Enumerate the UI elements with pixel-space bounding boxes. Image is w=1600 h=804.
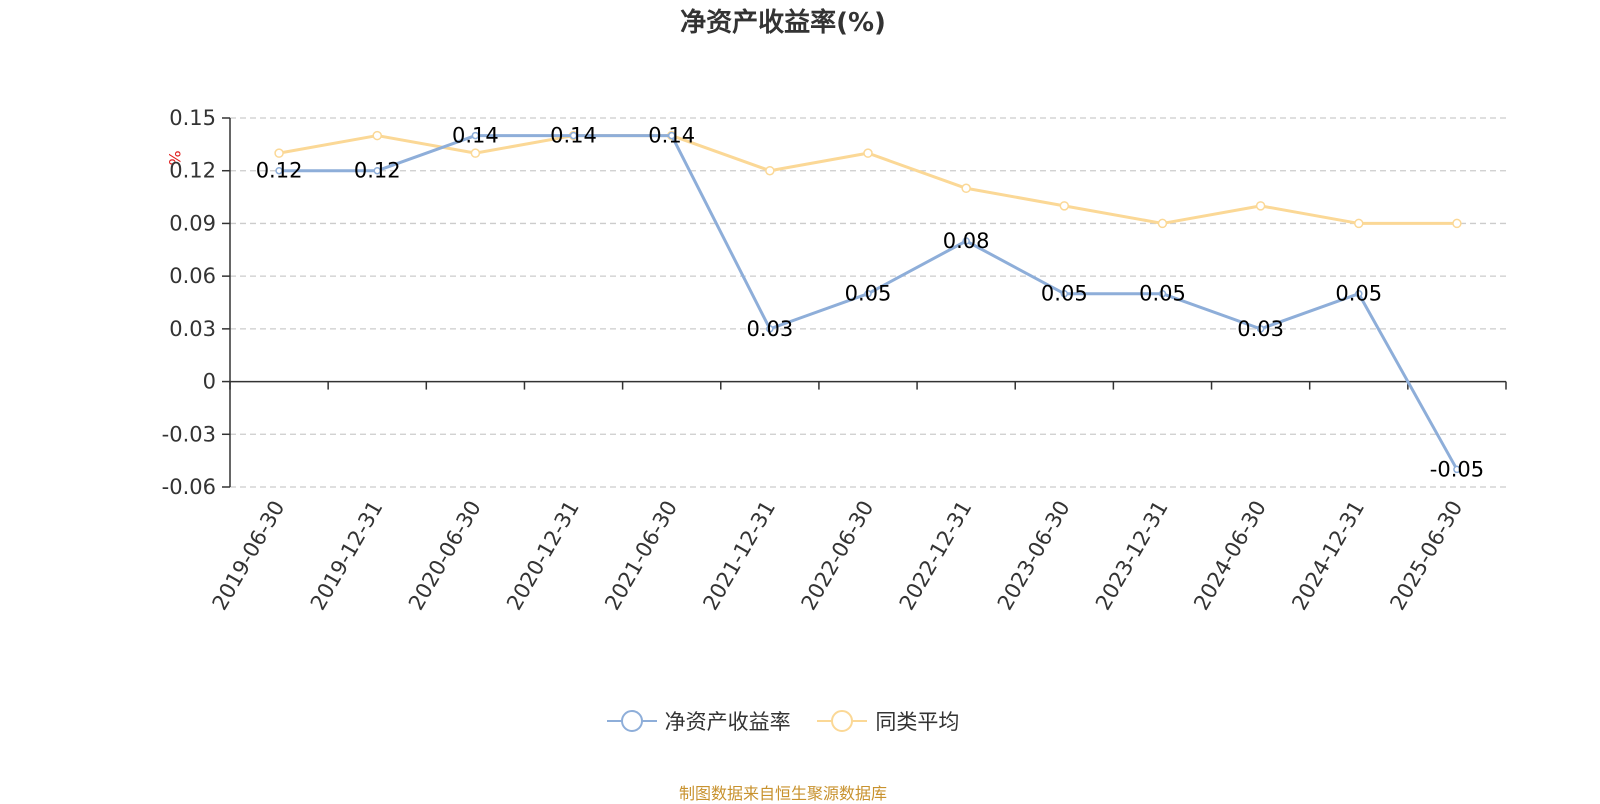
point-roe	[471, 131, 480, 140]
x-tick-label: 2024-12-31	[1287, 497, 1369, 615]
point-peer-average	[470, 148, 481, 158]
point-peer-average	[1452, 218, 1462, 229]
point-roe	[275, 166, 283, 175]
legend-item-roe[interactable]: 净资产收益率	[606, 706, 791, 736]
x-tick-label: 2025-06-30	[1385, 497, 1467, 615]
x-tick-label: 2023-06-30	[993, 497, 1075, 615]
grid-lines	[230, 117, 1506, 488]
point-peer-average	[1354, 218, 1364, 229]
data-label-roe: 0.05	[845, 282, 892, 306]
point-roe	[1453, 465, 1461, 474]
y-axis-ticks: 0.15 0.12 0.09 0.06 0.03 0 -0.03 -0.06	[162, 106, 230, 499]
y-tick-label: 0.03	[169, 317, 216, 341]
data-label-roe: 0.03	[746, 317, 793, 341]
point-peer-average	[863, 148, 873, 158]
x-tick-label: 2021-12-31	[698, 497, 780, 615]
data-label-roe: 0.05	[1335, 282, 1382, 306]
x-tick-label: 2020-12-31	[502, 497, 584, 615]
data-label-roe: 0.14	[550, 124, 597, 148]
y-axis-unit-label: %	[165, 150, 184, 165]
point-roe	[766, 325, 774, 333]
point-roe	[569, 131, 578, 140]
data-label-roe: 0.12	[354, 159, 401, 183]
point-peer-average	[1157, 218, 1168, 229]
point-peer-average	[765, 165, 775, 176]
x-tick-label: 2019-06-30	[208, 497, 290, 615]
series-group	[274, 130, 1462, 474]
y-tick-label: 0.06	[169, 264, 216, 288]
y-tick-label: -0.03	[162, 422, 216, 446]
x-tick-label: 2020-06-30	[404, 497, 486, 615]
data-label-roe: 0.08	[943, 229, 990, 253]
x-tick-label: 2022-12-31	[895, 496, 977, 614]
data-label-roe: 0.14	[452, 124, 499, 148]
data-labels: 0.12 0.12 0.14 0.14 0.14 0.03 0.05 0.08 0.05 0.05…	[256, 124, 1484, 482]
chart-title: 净资产收益率(%)	[680, 8, 886, 38]
data-label-roe: 0.05	[1041, 282, 1088, 306]
data-label-roe: 0.03	[1237, 317, 1284, 341]
point-roe	[1355, 289, 1363, 298]
y-tick-label: -0.06	[162, 475, 216, 499]
point-roe	[1256, 325, 1265, 333]
x-axis-ticks: 2019-06-30 2019-12-31 2020-06-30 2020-12-31…	[208, 381, 1507, 615]
data-source-note: 制图数据来自恒生聚源数据库	[678, 784, 887, 803]
y-tick-label: 0	[203, 370, 216, 394]
point-peer-average	[961, 183, 971, 194]
x-tick-label: 2021-06-30	[600, 497, 682, 615]
legend-marker-roe-icon	[606, 709, 657, 733]
legend: 净资产收益率 同类平均	[0, 706, 1566, 738]
legend-label-roe: 净资产收益率	[664, 710, 791, 734]
x-tick-label: 2023-12-31	[1091, 497, 1173, 615]
point-roe	[962, 237, 970, 245]
x-tick-label: 2022-06-30	[797, 497, 879, 615]
x-tick-label: 2024-06-30	[1189, 497, 1271, 615]
point-peer-average	[1255, 201, 1266, 211]
point-roe	[1158, 289, 1167, 298]
point-roe	[667, 131, 676, 140]
y-tick-label: 0.09	[169, 211, 216, 235]
point-roe	[864, 289, 872, 298]
point-peer-average	[274, 148, 284, 158]
legend-marker-peer-average-icon	[817, 709, 868, 733]
point-peer-average	[1059, 201, 1070, 211]
point-peer-average	[372, 130, 382, 141]
legend-item-peer-average[interactable]: 同类平均	[817, 706, 959, 736]
data-label-roe: 0.12	[256, 159, 303, 183]
point-roe	[1060, 289, 1069, 298]
legend-label-peer-average: 同类平均	[875, 710, 960, 734]
y-tick-label: 0.12	[169, 159, 216, 183]
data-label-roe: 0.05	[1139, 282, 1186, 306]
axes: %	[165, 118, 1506, 487]
x-tick-label: 2019-12-31	[306, 497, 388, 615]
data-label-roe: -0.05	[1430, 457, 1484, 481]
data-label-roe: 0.14	[648, 124, 695, 148]
point-roe	[373, 166, 381, 175]
y-tick-label: 0.15	[169, 106, 216, 130]
